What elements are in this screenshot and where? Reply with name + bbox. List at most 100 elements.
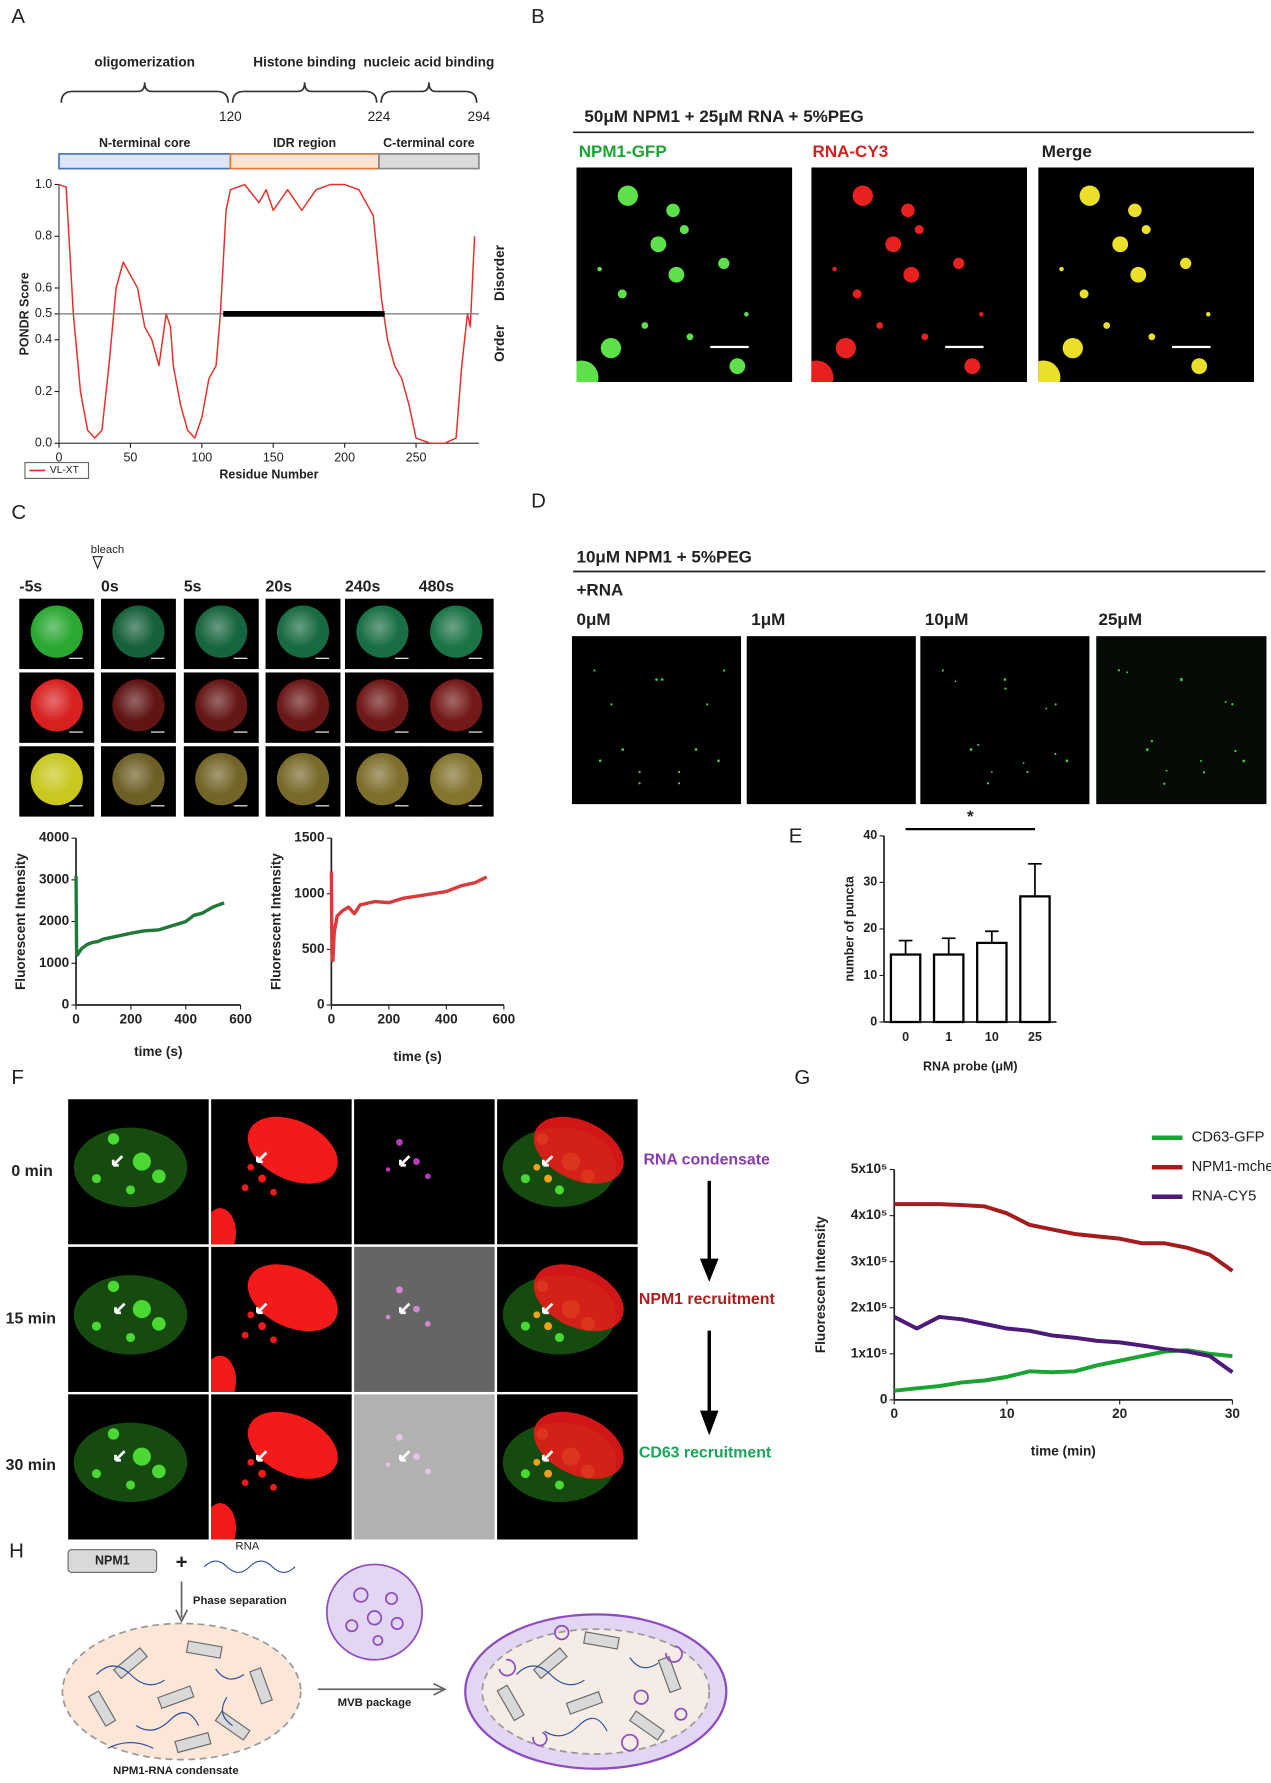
y-tick-label: 1x10⁵ (851, 1345, 888, 1360)
step-label: MVB package (338, 1697, 412, 1709)
panel-label: F (11, 1067, 23, 1089)
bar (976, 941, 1008, 1024)
scale-bar (69, 657, 83, 659)
scale-bar (394, 805, 409, 807)
series-line (894, 1348, 1233, 1393)
y-axis-label: PONDR Score (17, 272, 31, 355)
vesicle (345, 1619, 359, 1633)
npm1-rod (157, 1685, 195, 1710)
x-tick-label: 1 (945, 1030, 952, 1044)
condensate-in-mvb (481, 1628, 711, 1755)
x-axis-label: Residue Number (219, 467, 318, 481)
time-label: 480s (419, 579, 454, 596)
highlight (432, 754, 474, 796)
highlight (358, 754, 400, 796)
time-label: 240s (345, 579, 380, 596)
x-tick-label: 0 (902, 1030, 909, 1044)
x-tick-label: 25 (1028, 1030, 1042, 1044)
vesicle (633, 1689, 649, 1705)
scale-bar (315, 731, 330, 733)
time-label: 30 min (6, 1457, 56, 1474)
x-tick-label: 0 (72, 1011, 80, 1026)
micrograph (497, 1099, 638, 1244)
condition-label: 0μM (576, 610, 610, 629)
x-tick-label: 50 (123, 450, 137, 464)
highlight (279, 754, 321, 796)
highlight (197, 754, 239, 796)
y-tick-label: 0.4 (35, 332, 52, 346)
micrograph (68, 1099, 209, 1245)
x-tick-label: 0 (56, 450, 63, 464)
x-tick-label: 10 (999, 1406, 1015, 1421)
y-tick-label: 0.2 (35, 384, 52, 398)
micrograph (211, 1099, 352, 1245)
scale-bar (150, 805, 165, 807)
y-axis-label: Fluorescent Intensity (813, 1216, 828, 1353)
highlight (432, 680, 474, 722)
diagram-label: NPM1-RNA condensate (113, 1765, 238, 1777)
domain (378, 153, 480, 170)
npm1-rod (174, 1732, 212, 1754)
y-tick-label: 30 (863, 875, 877, 889)
y-tick-label: 2000 (39, 913, 70, 928)
scale-bar (394, 657, 409, 659)
x-tick-label: 400 (435, 1011, 458, 1026)
bleach-marker (92, 556, 103, 570)
micrograph (354, 1394, 495, 1540)
npm1-rod (249, 1667, 273, 1705)
domain (58, 153, 232, 170)
y-tick-label: 20 (863, 921, 877, 935)
scale-bar (394, 731, 409, 733)
y-axis-label: Fluorescent Intensity (13, 853, 28, 990)
scale-bar (315, 657, 330, 659)
x-tick-label: 400 (174, 1011, 197, 1026)
x-tick-label: 10 (985, 1030, 999, 1044)
micrograph (211, 1246, 352, 1392)
vesicle (384, 1591, 399, 1606)
y-tick-label: 1000 (39, 955, 70, 970)
protein-label: NPM1 (95, 1553, 130, 1567)
panel-title: 10μM NPM1 + 5%PEG (576, 547, 751, 566)
highlight (114, 754, 156, 796)
annotation: Disorder (492, 244, 507, 301)
panel-label: D (531, 491, 546, 513)
rna-strand (203, 1560, 296, 1573)
bleach-label: bleach (91, 544, 124, 556)
y-tick-label: 1500 (294, 830, 325, 845)
scale-bar (315, 805, 330, 807)
micrograph (497, 1247, 638, 1392)
rna-label: RNA (235, 1540, 259, 1552)
y-tick-label: 0.0 (35, 436, 52, 450)
legend-label: CD63-GFP (1192, 1130, 1265, 1146)
mvb-contents (496, 1624, 688, 1752)
vesicle (674, 1707, 688, 1721)
y-tick-label: 3x10⁵ (851, 1253, 888, 1268)
brace (231, 82, 378, 103)
x-tick-label: 200 (378, 1011, 401, 1026)
domain-label: C-terminal core (383, 136, 475, 150)
scale-bar (233, 805, 248, 807)
vesicle (498, 1645, 683, 1747)
boundary-label: 294 (468, 109, 491, 124)
legend-label: NPM1-mcherry (1192, 1159, 1271, 1175)
channel-label: RNA-CY3 (813, 142, 889, 161)
highlight (432, 606, 474, 648)
highlight (279, 680, 321, 722)
step-label: Phase separation (193, 1595, 287, 1607)
flow-arrow (699, 1180, 719, 1436)
panel-label: H (9, 1540, 24, 1562)
x-tick-label: 20 (1112, 1406, 1128, 1421)
npm1-rod (532, 1647, 568, 1680)
time-label: -5s (19, 579, 42, 596)
significance-label: * (967, 807, 974, 826)
rna-strand (515, 1657, 659, 1737)
npm1-rod (113, 1647, 148, 1680)
micrograph (497, 1394, 638, 1539)
bar (932, 953, 965, 1024)
condition-label: 1μM (751, 610, 785, 629)
time-label: 20s (266, 579, 293, 596)
arrow (317, 1682, 447, 1696)
vesicle (390, 1616, 404, 1630)
micrograph (571, 636, 742, 805)
